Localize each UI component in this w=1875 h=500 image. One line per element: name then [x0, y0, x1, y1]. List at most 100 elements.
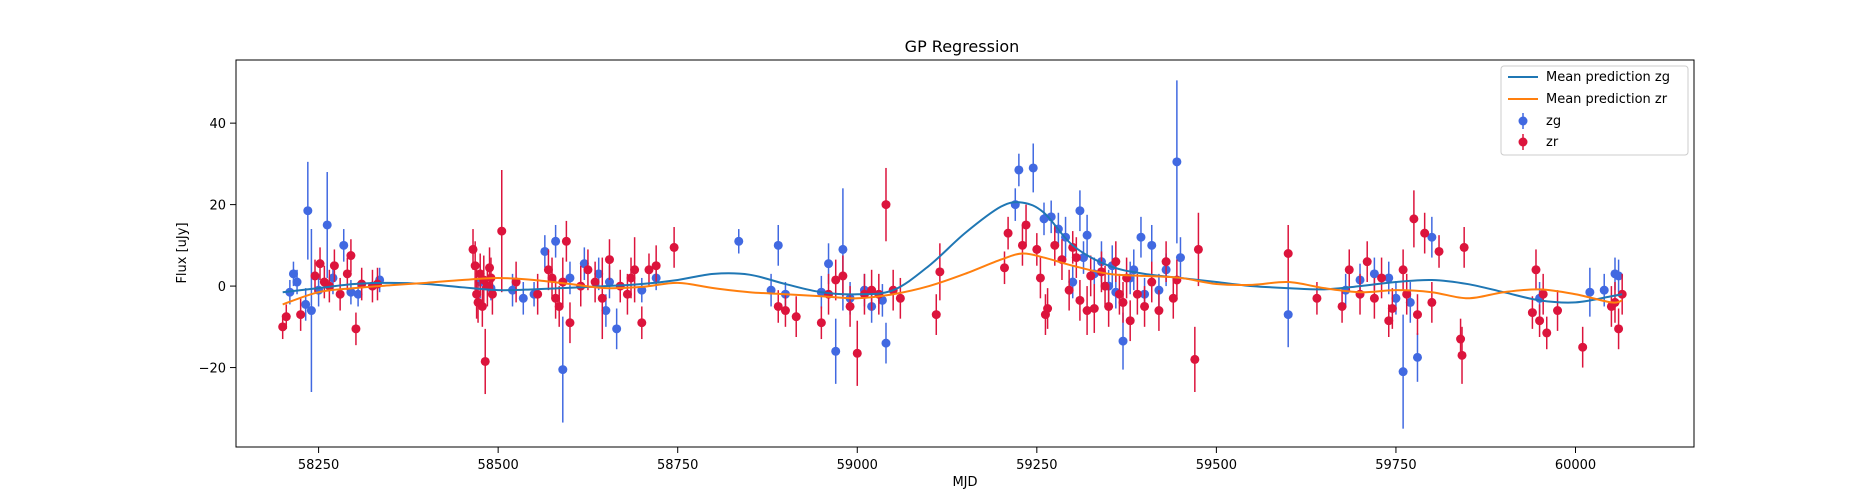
data-point — [565, 318, 575, 328]
plot-area — [278, 80, 1627, 429]
data-point — [561, 236, 571, 246]
data-point — [1456, 334, 1466, 344]
data-point — [1100, 281, 1110, 291]
legend-swatch-marker — [1518, 134, 1528, 150]
data-point — [1369, 293, 1379, 303]
data-point — [547, 273, 557, 283]
data-point — [346, 251, 356, 261]
data-point — [543, 265, 553, 275]
data-point — [669, 242, 679, 252]
data-point — [831, 275, 841, 285]
data-point — [1068, 242, 1078, 252]
data-point — [935, 267, 945, 277]
data-point — [480, 356, 490, 366]
data-point — [1614, 324, 1624, 334]
data-point — [335, 289, 345, 299]
legend-label: Mean prediction zg — [1546, 70, 1670, 85]
data-point — [1140, 301, 1150, 311]
data-point — [1118, 336, 1128, 346]
data-point — [1283, 249, 1293, 258]
data-point — [477, 301, 487, 311]
data-point — [630, 265, 640, 275]
data-point — [301, 299, 311, 309]
data-point — [1014, 165, 1024, 175]
data-point — [1384, 273, 1394, 283]
data-point — [1114, 289, 1124, 299]
data-point — [1064, 285, 1074, 295]
data-point — [1125, 316, 1135, 326]
x-tick-label: 58750 — [657, 458, 698, 473]
x-tick-label: 58250 — [298, 458, 339, 473]
data-point — [1028, 163, 1038, 173]
data-point — [470, 261, 480, 271]
data-point — [1535, 316, 1545, 326]
data-point — [1398, 367, 1408, 377]
data-point — [1369, 269, 1379, 279]
data-point — [1118, 297, 1128, 307]
data-point — [931, 310, 941, 320]
data-point — [644, 265, 654, 275]
data-point — [1459, 242, 1469, 252]
data-point — [296, 310, 306, 320]
data-point — [1035, 273, 1045, 283]
data-point — [1154, 306, 1164, 316]
data-point — [1068, 277, 1078, 287]
data-point — [1585, 287, 1595, 297]
data-point — [1409, 214, 1419, 224]
data-point — [322, 220, 332, 230]
legend: Mean prediction zg Mean prediction zr zg… — [1500, 65, 1689, 156]
data-point — [1553, 306, 1563, 316]
data-point — [1168, 293, 1178, 303]
data-point — [734, 236, 744, 246]
data-point — [306, 306, 316, 316]
data-point — [1405, 297, 1415, 307]
data-point — [1434, 246, 1444, 256]
data-point — [346, 287, 356, 297]
data-point — [1599, 285, 1609, 295]
mean-prediction-line — [282, 201, 1623, 304]
data-point — [1172, 157, 1182, 167]
data-point — [1021, 220, 1031, 230]
data-point — [303, 206, 313, 216]
data-point — [1391, 293, 1401, 303]
data-point — [1542, 328, 1552, 338]
data-point — [482, 281, 492, 291]
data-point — [1190, 354, 1200, 364]
data-point — [838, 271, 848, 281]
data-point — [329, 261, 339, 271]
data-point — [1614, 271, 1624, 281]
x-tick-label: 59750 — [1375, 458, 1416, 473]
data-point — [1132, 289, 1142, 299]
data-point — [540, 246, 550, 256]
data-point — [1071, 253, 1081, 263]
data-point — [1578, 342, 1588, 352]
data-point — [881, 200, 891, 210]
data-point — [565, 273, 575, 283]
y-tick-label: 40 — [209, 117, 226, 132]
data-point — [637, 318, 647, 328]
series-zr — [278, 167, 1627, 395]
data-point — [278, 322, 288, 332]
data-point — [288, 269, 298, 279]
data-point — [773, 240, 783, 250]
data-point — [292, 277, 302, 287]
data-point — [1427, 232, 1437, 242]
data-point — [604, 255, 614, 265]
data-point — [1089, 303, 1099, 313]
data-point — [1362, 257, 1372, 267]
data-point — [351, 324, 361, 334]
data-point — [597, 293, 607, 303]
data-point — [1082, 306, 1092, 316]
data-point — [824, 259, 834, 269]
x-tick-label: 59000 — [837, 458, 878, 473]
legend-box — [1500, 65, 1689, 156]
data-point — [1043, 303, 1053, 313]
data-point — [831, 346, 841, 356]
data-point — [1427, 297, 1437, 307]
legend-label: zr — [1546, 135, 1559, 150]
data-point — [1398, 265, 1408, 275]
x-axis-label: MJD — [952, 475, 977, 490]
data-point — [1000, 263, 1010, 273]
data-point — [895, 293, 905, 303]
data-point — [1104, 301, 1114, 311]
